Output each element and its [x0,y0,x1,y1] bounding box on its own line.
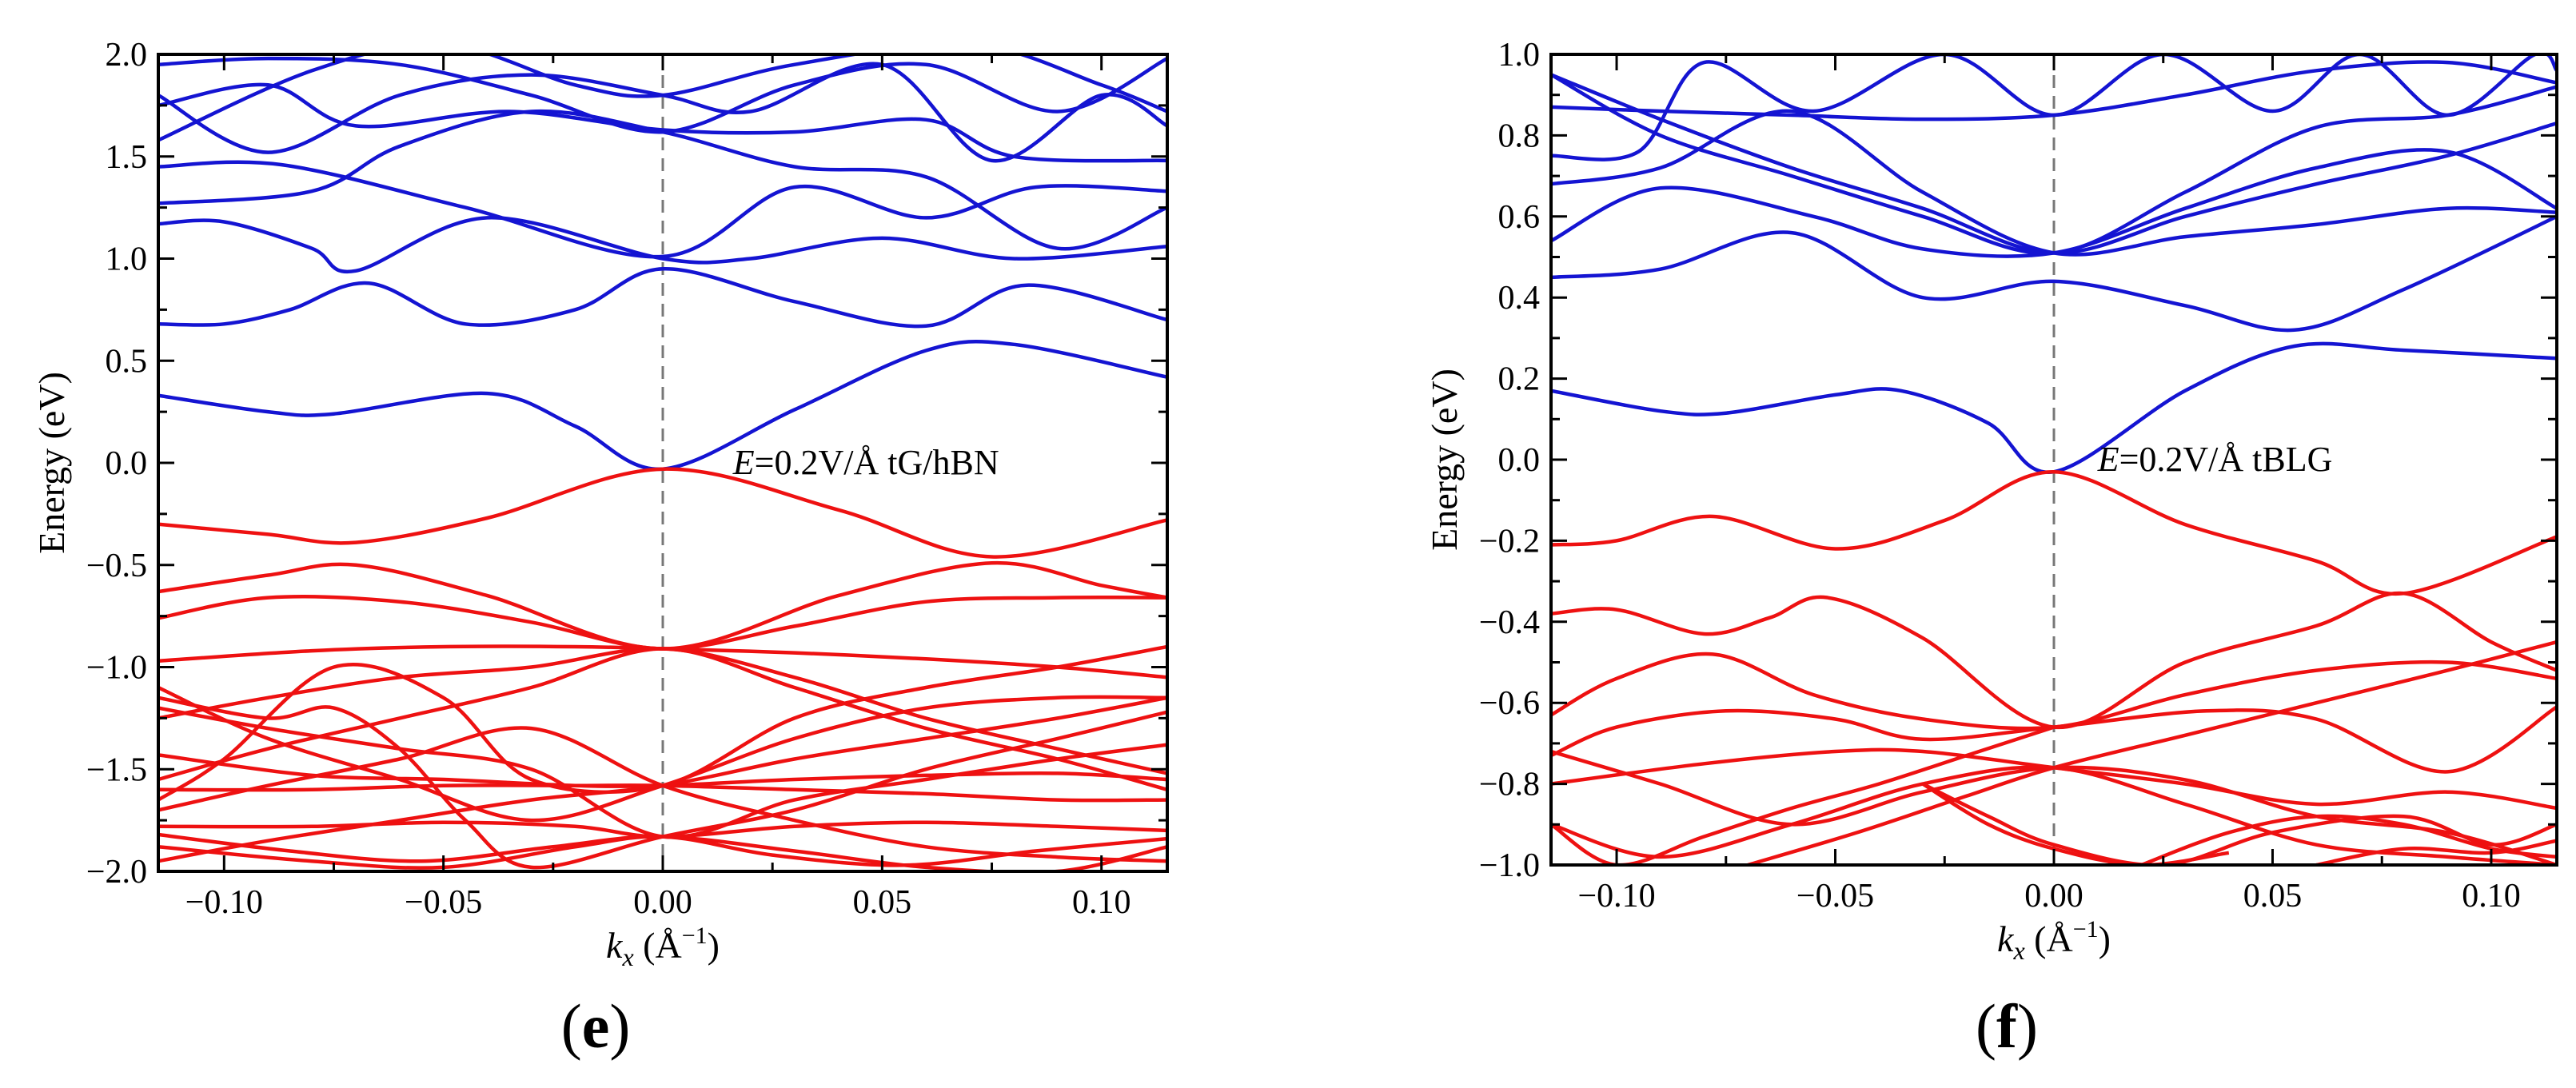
y-tick-label: 0.0 [1498,442,1541,479]
y-tick-label: 0.4 [1498,280,1541,317]
conduction-band-c3 [158,216,1167,274]
y-tick-label: −0.4 [1479,604,1540,641]
y-axis-label: Energy (eV) [1424,369,1465,551]
x-tick-label: −0.10 [185,884,263,921]
panel-e-chart: −0.10 −0.05 0.00 0.05 0.10 −2.0 −1.5 −1.0 −0.5 0.… [31,37,1169,1061]
x-tick-label: 0.00 [633,884,692,921]
x-tick-label: 0.10 [2462,878,2521,915]
field-annotation: E=0.2V/Å tBLG [2097,440,2333,479]
x-tick-label: 0.10 [1072,884,1131,921]
y-tick-label: −1.0 [1479,847,1540,884]
y-tick-label: 0.5 [106,343,148,380]
x-tick-label: −0.10 [1577,878,1655,915]
y-tick-label: 0.6 [1498,199,1541,236]
conduction-band-c1 [158,339,1167,471]
valence-band-v1 [158,467,1167,559]
x-tick-label: 0.00 [2024,878,2084,915]
panel-label: (f) [1976,991,2038,1061]
conduction-band-c9 [158,54,1167,142]
conduction-band-c8 [158,56,1167,134]
y-tick-label: −0.6 [1479,685,1540,722]
conduction-band-c6 [1551,60,2557,122]
valence-band-v13 [2315,839,2557,865]
x-tick-label: −0.05 [1796,878,1874,915]
valence-band-v12 [2140,814,2557,865]
x-tick-label: 0.05 [853,884,912,921]
valence-band-v10 [1921,782,2557,865]
y-axis-label: Energy (eV) [31,372,72,554]
conduction-band-c7 [1551,73,2557,255]
x-axis-label: kx (Å−1) [606,923,720,971]
conduction-band-c7 [158,62,1167,163]
valence-band-v4 [1551,705,2557,774]
valence-band-v3 [1551,652,2557,731]
conduction-band-c6 [158,82,1167,163]
conduction-band-c2 [1551,214,2557,333]
conduction-band-c1 [1551,341,2557,475]
y-tick-label: −1.5 [86,751,147,788]
field-annotation: E=0.2V/Å tG/hBN [732,443,999,482]
x-tick-label: −0.05 [405,884,482,921]
valence-band-v7 [158,695,1167,870]
valence-band-v13 [158,695,1167,863]
valence-band-v11 [1921,782,2230,865]
panel-label: (e) [561,991,631,1061]
y-tick-label: 2.0 [106,37,148,74]
y-tick-label: 0.2 [1498,361,1541,398]
y-tick-label: 0.0 [106,445,148,482]
y-tick-label: −0.5 [86,548,147,584]
valence-band-v1 [1551,469,2557,596]
y-tick-label: −0.2 [1479,523,1540,560]
conduction-band-c8 [1551,54,2557,161]
valence-band-v8 [1551,725,2055,865]
valence-band-v2 [1551,591,2557,729]
y-tick-label: −0.8 [1479,767,1540,803]
valence-band-v9 [1747,640,2557,865]
conduction-band-c4 [158,160,1167,259]
y-tick-label: −2.0 [86,854,147,891]
y-tick-label: 1.5 [106,139,148,176]
y-tick-label: 0.8 [1498,118,1541,154]
band-lines [1551,54,2557,865]
x-axis-label: kx (Å−1) [1997,916,2111,965]
y-tick-label: 1.0 [1498,37,1541,74]
valence-band-v17 [158,832,1167,867]
panel-f-chart: −0.10 −0.05 0.00 0.05 0.10 −1.0 −0.8 −0.6 −0.4 −0… [1424,37,2558,1061]
y-tick-label: −1.0 [86,650,147,687]
y-tick-label: 1.0 [106,241,148,278]
x-tick-label: 0.05 [2243,878,2303,915]
conduction-band-c2 [158,267,1167,329]
band-lines [158,54,1167,871]
